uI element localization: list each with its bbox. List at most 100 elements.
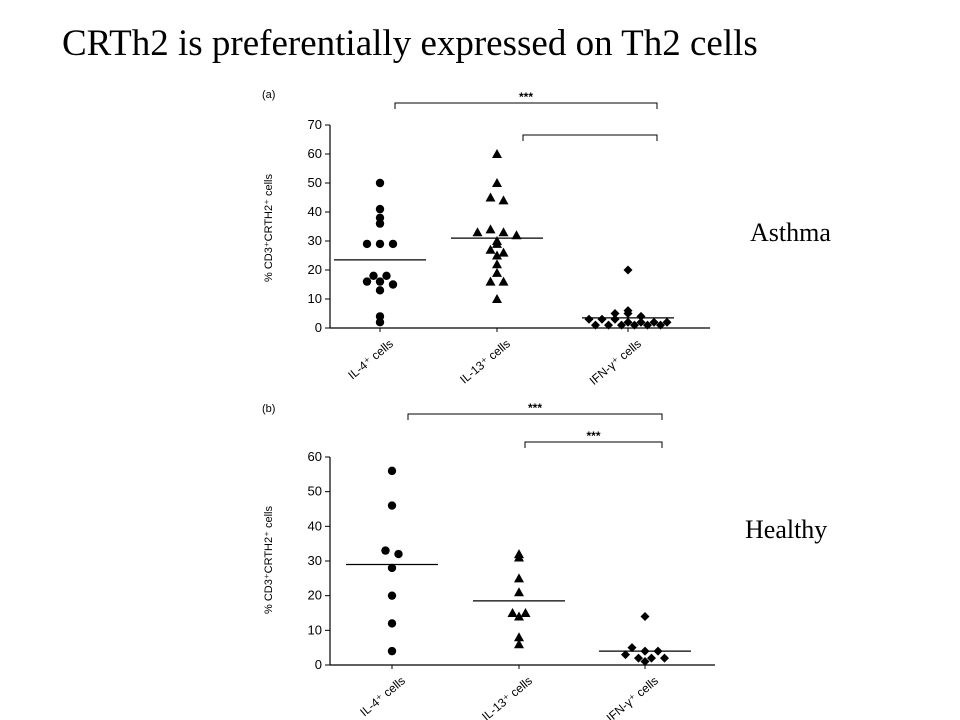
data-point-diamond (660, 653, 669, 663)
data-point-triangle (485, 276, 496, 286)
data-point-triangle (492, 236, 502, 245)
data-point-triangle (485, 224, 496, 234)
panel-b-y-tick-label: 40 (308, 518, 322, 533)
data-point-diamond (627, 643, 637, 653)
data-point-circle (375, 286, 385, 295)
panel-a-significance-bracket (394, 102, 658, 109)
data-point-circle (375, 312, 385, 321)
panel-b-y-tick-label: 20 (308, 588, 322, 603)
data-point-diamond (662, 317, 672, 327)
data-point-diamond (643, 320, 652, 330)
asthma-label: Asthma (750, 218, 831, 247)
data-point-circle (387, 563, 397, 573)
data-point-triangle (492, 178, 502, 187)
panel-b-significance-label: *** (586, 429, 600, 443)
data-point-triangle (492, 259, 502, 269)
data-point-triangle (514, 639, 524, 649)
panel-a-y-tick-label: 30 (308, 233, 322, 248)
data-point-diamond (623, 265, 633, 275)
data-point-triangle (492, 250, 502, 260)
healthy-label: Healthy (745, 515, 828, 544)
data-point-diamond (623, 317, 633, 327)
panel-b-significance-bracket (524, 441, 663, 448)
data-point-diamond (647, 653, 656, 663)
panel-a-category-label: IL-13⁺ cells (457, 337, 513, 387)
data-point-diamond (604, 320, 613, 330)
data-point-circle (362, 239, 372, 249)
panel-a-significance-bracket (522, 134, 658, 141)
data-point-circle (375, 318, 385, 327)
data-point-circle (394, 549, 403, 559)
data-point-circle (375, 213, 385, 222)
data-point-diamond (610, 309, 620, 318)
data-point-triangle (511, 230, 522, 240)
data-point-circle (362, 277, 372, 286)
data-point-circle (388, 239, 398, 249)
panel-b-y-tick-label: 10 (308, 622, 322, 637)
data-point-triangle (507, 608, 518, 617)
panel-b-category-label: IL-4⁺ cells (357, 674, 408, 720)
data-point-circle (387, 466, 397, 476)
data-point-circle (387, 619, 397, 628)
data-point-triangle (498, 276, 509, 286)
data-point-diamond (636, 311, 646, 321)
panel-a-significance-label: *** (519, 90, 533, 104)
data-point-diamond (636, 317, 646, 327)
data-point-triangle (492, 149, 502, 158)
panel-a-y-tick-label: 40 (308, 204, 322, 219)
data-point-triangle (492, 267, 502, 277)
data-point-circle (375, 277, 385, 286)
data-point-diamond (640, 657, 650, 667)
panel-a-y-tick-label: 0 (315, 320, 322, 335)
data-point-circle (387, 646, 397, 656)
data-point-triangle (498, 247, 509, 257)
data-point-triangle (498, 227, 509, 237)
panel-b-category-label: IFN-γ⁺ cells (604, 674, 661, 720)
panel-b-label: (b) (262, 403, 275, 415)
panel-a-y-tick-label: 10 (308, 291, 322, 306)
data-point-circle (387, 591, 397, 600)
panel-b-y-tick-label: 50 (308, 484, 322, 499)
data-point-diamond (584, 314, 594, 324)
data-point-triangle (520, 608, 531, 617)
panel-a-label: (a) (262, 89, 275, 101)
data-point-circle (375, 204, 385, 214)
data-point-diamond (656, 320, 665, 330)
data-point-diamond (623, 306, 633, 316)
panel-a-y-tick-label: 50 (308, 175, 322, 190)
data-point-triangle (514, 611, 524, 621)
data-point-triangle (498, 195, 509, 205)
data-point-triangle (514, 632, 524, 642)
panel-a-category-label: IL-4⁺ cells (345, 337, 396, 383)
panel-a-y-tick-label: 70 (308, 117, 322, 132)
data-point-diamond (630, 320, 639, 330)
data-point-circle (375, 178, 385, 188)
data-point-triangle (485, 244, 496, 254)
data-point-triangle (472, 227, 483, 237)
slide-title: CRTh2 is preferentially expressed on Th2… (62, 23, 758, 64)
data-point-diamond (621, 650, 630, 660)
data-point-circle (369, 271, 378, 280)
data-point-triangle (492, 294, 502, 303)
panel-a-category-label: IFN-γ⁺ cells (587, 337, 644, 388)
data-point-circle (382, 271, 391, 280)
panel-b-significance-bracket (407, 413, 663, 420)
panel-b-y-axis-label: % CD3⁺CRTH2⁺ cells (263, 506, 275, 614)
data-point-diamond (597, 314, 607, 324)
data-point-triangle (514, 587, 524, 597)
panel-b-category-label: IL-13⁺ cells (479, 674, 535, 720)
data-point-diamond (649, 317, 659, 327)
data-point-diamond (634, 653, 643, 663)
panel-b-y-tick-label: 0 (315, 657, 322, 672)
data-point-circle (375, 219, 385, 228)
panel-b-y-tick-label: 30 (308, 553, 322, 568)
data-point-triangle (514, 573, 524, 583)
panel-a-y-axis-label: % CD3⁺CRTH2⁺ cells (263, 174, 275, 282)
data-point-diamond (617, 320, 626, 330)
data-point-diamond (591, 320, 600, 330)
data-point-circle (387, 501, 397, 510)
data-point-triangle (485, 192, 496, 202)
data-point-circle (388, 280, 398, 289)
panel-a-y-tick-label: 20 (308, 262, 322, 277)
